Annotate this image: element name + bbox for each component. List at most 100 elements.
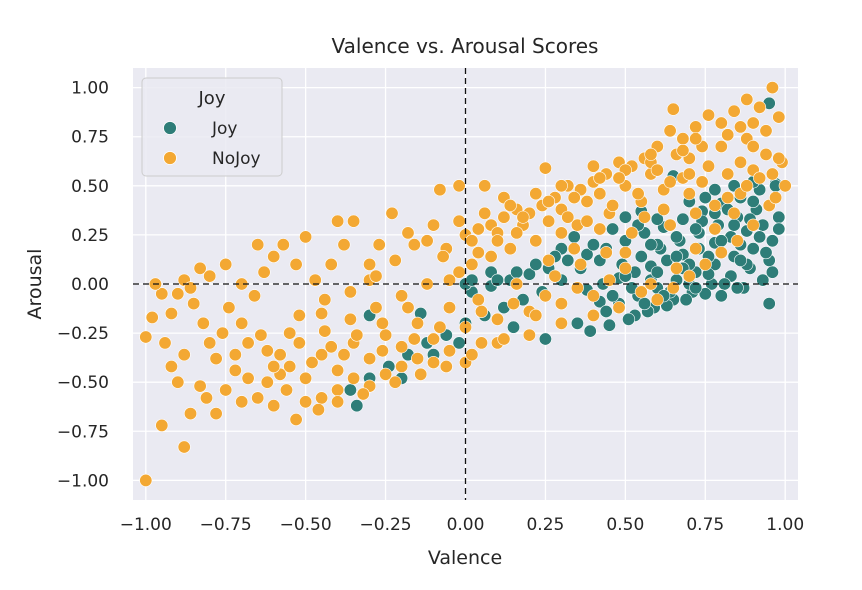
data-point-nojoy [599,246,613,260]
data-point-nojoy [769,191,783,205]
x-axis-label: Valence [428,547,502,569]
data-point-joy [746,242,760,256]
data-point-nojoy [529,187,543,201]
data-point-nojoy [177,440,191,454]
data-point-nojoy [324,257,338,271]
data-point-nojoy [305,355,319,369]
data-point-nojoy [235,395,249,409]
data-point-nojoy [478,179,492,193]
data-point-nojoy [414,367,428,381]
y-tick-label: 0.25 [71,226,109,246]
data-point-joy [529,257,543,271]
data-point-joy [650,265,664,279]
data-point-joy [714,289,728,303]
data-point-nojoy [257,265,271,279]
data-point-nojoy [554,297,568,311]
data-point-joy [669,230,683,244]
data-point-nojoy [251,238,265,252]
x-tick-label: −0.75 [200,515,252,535]
data-point-nojoy [567,242,581,256]
data-point-nojoy [538,289,552,303]
data-point-nojoy [267,399,281,413]
data-point-nojoy [666,281,680,295]
data-point-nojoy [606,199,620,213]
data-point-nojoy [299,395,313,409]
data-point-nojoy [471,246,485,260]
data-point-joy [650,212,664,226]
data-point-nojoy [219,257,233,271]
y-axis-label: Arousal [24,249,46,320]
data-point-joy [602,318,616,332]
data-point-nojoy [740,92,754,106]
data-point-nojoy [184,281,198,295]
data-point-joy [350,399,364,413]
tick-labels: −1.00 −0.75 −0.50 −0.25 0.00 0.25 0.50 0.75 1.00… [57,79,804,535]
data-point-joy [765,265,779,279]
data-point-nojoy [644,147,658,161]
data-point-nojoy [650,293,664,307]
data-point-nojoy [139,330,153,344]
x-tick-label: 0.75 [686,515,724,535]
data-point-nojoy [698,257,712,271]
data-point-nojoy [388,253,402,267]
data-point-nojoy [778,179,792,193]
data-point-nojoy [379,367,393,381]
data-point-nojoy [593,187,607,201]
data-point-nojoy [385,206,399,220]
data-point-nojoy [426,332,440,346]
data-point-nojoy [407,238,421,252]
data-point-nojoy [347,371,361,385]
data-point-nojoy [315,306,329,320]
y-tick-label: 0.75 [71,128,109,148]
chart-title: Valence vs. Arousal Scores [332,34,599,58]
data-point-nojoy [395,359,409,373]
x-tick-label: −0.25 [360,515,412,535]
x-tick-label: −1.00 [120,515,172,535]
data-point-nojoy [401,301,415,315]
data-point-nojoy [554,179,568,193]
data-point-nojoy [292,308,306,322]
data-point-joy [698,287,712,301]
data-point-nojoy [260,375,274,389]
data-point-nojoy [442,301,456,315]
data-point-joy [669,250,683,264]
data-point-nojoy [542,195,556,209]
data-point-nojoy [260,344,274,358]
data-point-nojoy [273,348,287,362]
data-point-nojoy [580,214,594,228]
data-point-joy [606,222,620,236]
data-point-nojoy [740,179,754,193]
data-point-nojoy [682,167,696,181]
y-tick-label: −1.00 [57,471,109,491]
data-point-nojoy [567,191,581,205]
data-point-nojoy [442,344,456,358]
data-point-nojoy [714,246,728,260]
data-point-nojoy [746,116,760,130]
data-point-nojoy [695,175,709,189]
data-point-nojoy [612,171,626,185]
data-point-joy [586,238,600,252]
data-point-joy [522,267,536,281]
data-point-nojoy [471,222,485,236]
data-point-nojoy [759,147,773,161]
data-point-nojoy [350,328,364,342]
data-point-nojoy [586,159,600,173]
data-point-nojoy [708,199,722,213]
data-point-joy [689,222,703,236]
data-point-joy [490,273,504,287]
data-point-joy [746,195,760,209]
data-point-nojoy [369,301,383,315]
data-point-nojoy [522,328,536,342]
data-point-nojoy [682,187,696,201]
data-point-nojoy [283,326,297,340]
data-point-nojoy [471,293,485,307]
data-point-nojoy [733,120,747,134]
data-point-nojoy [209,352,223,366]
data-point-nojoy [139,473,153,487]
data-point-joy [689,281,703,295]
data-point-nojoy [490,234,504,248]
data-point-nojoy [248,289,262,303]
data-point-nojoy [254,328,268,342]
data-point-nojoy [347,214,361,228]
data-point-nojoy [171,375,185,389]
